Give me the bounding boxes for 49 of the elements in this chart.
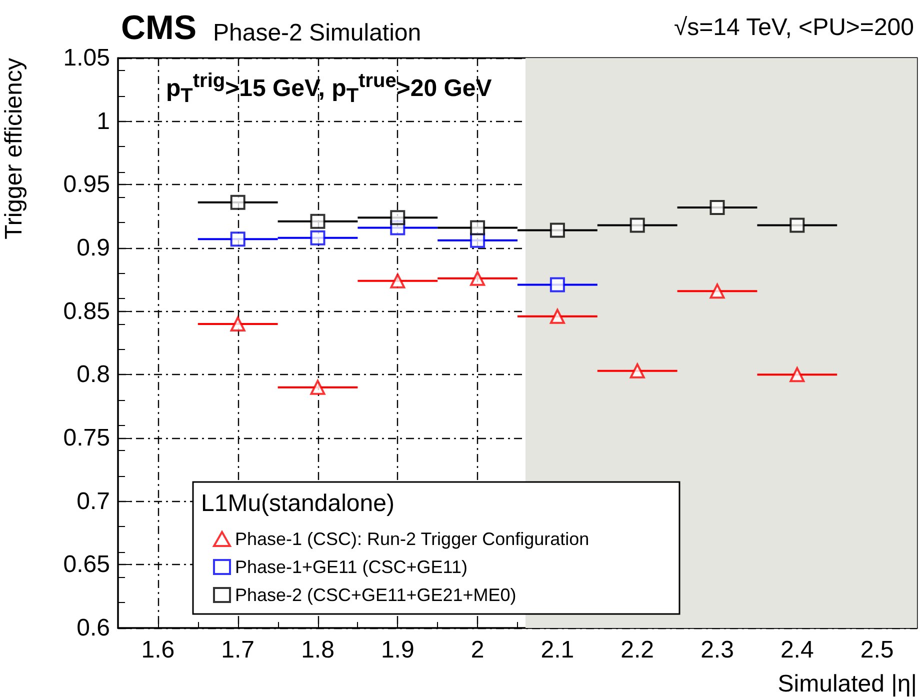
point: [550, 308, 565, 324]
y-tick-label: 0.85: [63, 298, 110, 325]
point: [710, 284, 725, 299]
point: [390, 273, 406, 288]
point: [310, 214, 326, 229]
point: [630, 363, 645, 378]
y-tick-label: 1: [96, 108, 110, 135]
x-tick-label: 2.4: [780, 636, 814, 664]
legend-label: Phase-1+GE11 (CSC+GE11): [235, 557, 468, 577]
point: [230, 232, 246, 247]
y-tick-label: 0.6: [76, 614, 110, 642]
annotation: p$_{T}$$^{trig}$>15 GeV, p$_{T}$$^{true}$>20 GeV: [166, 70, 492, 108]
y-tick-label: 0.65: [63, 551, 110, 578]
x-tick-label: 2.5: [860, 636, 894, 664]
x-tick-label: 2.3: [700, 636, 734, 664]
chart-title: CMS: [121, 9, 197, 47]
point: [390, 210, 406, 226]
x-tick-label: 2: [470, 636, 484, 664]
x-tick-label: 1.7: [221, 636, 255, 664]
y-tick-label: 0.9: [76, 234, 110, 262]
point: [630, 218, 645, 233]
x-tick-label: 1.6: [141, 636, 175, 664]
legend-title: L1Mu(standalone): [201, 490, 394, 518]
point: [790, 367, 805, 382]
x-tick-label: 1.8: [301, 636, 334, 664]
chart-subtitle: Phase-2 Simulation: [213, 20, 422, 46]
legend-label: Phase-1 (CSC): Run-2 Trigger Configuration: [235, 529, 590, 549]
point: [230, 194, 246, 210]
x-tick-label: 2.2: [620, 636, 654, 664]
point: [310, 380, 326, 395]
y-tick-label: 0.8: [76, 361, 110, 388]
point: [710, 200, 725, 215]
point: [550, 277, 565, 292]
point: [790, 218, 805, 233]
x-tick-label: 1.9: [380, 636, 414, 664]
point: [230, 316, 246, 332]
x-tick-label: 2.1: [540, 636, 574, 664]
y-tick-label: 0.95: [63, 171, 110, 198]
y-tick-label: 0.7: [76, 488, 110, 515]
x-axis-title: Simulated |η|: [778, 670, 917, 698]
legend-label: Phase-2 (CSC+GE11+GE21+ME0): [235, 585, 516, 605]
y-tick-label: 0.75: [63, 424, 110, 452]
text: √s=14 TeV, <PU>=200: [674, 14, 914, 42]
point: [470, 220, 486, 236]
point: [550, 222, 565, 238]
y-tick-label: 1.05: [63, 44, 110, 72]
point: [470, 270, 486, 286]
point: [310, 230, 326, 246]
y-axis-title: Trigger efficiency: [0, 58, 28, 240]
